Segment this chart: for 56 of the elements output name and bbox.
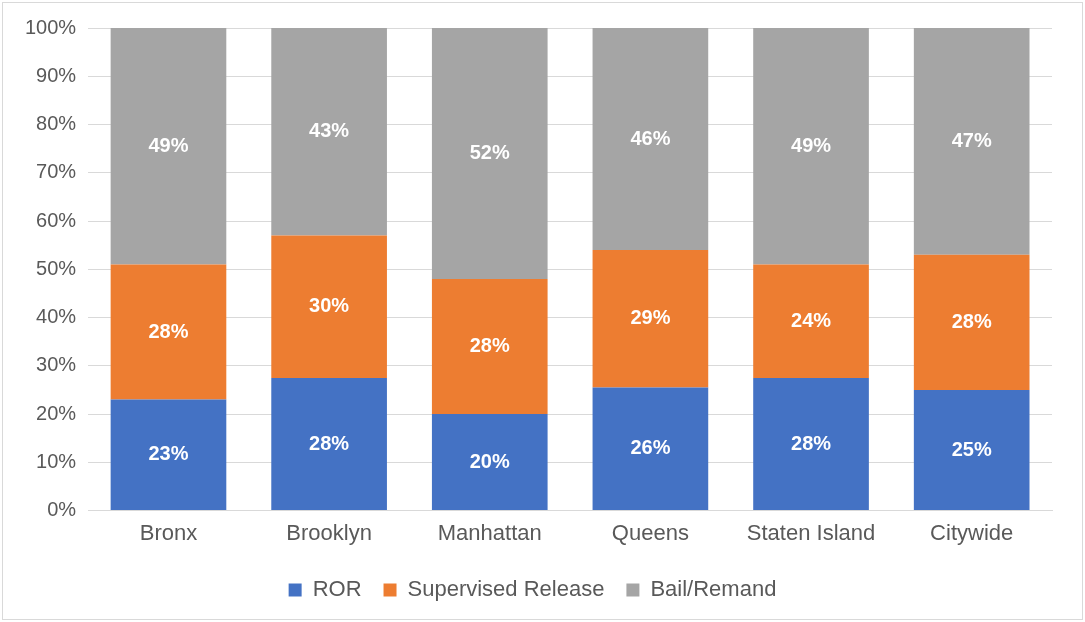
data-label: 52%: [469, 140, 510, 163]
bar: [110, 28, 227, 265]
bar: [431, 28, 548, 279]
legend-label: ROR: [312, 576, 362, 602]
y-tick-label: 30%: [36, 353, 77, 376]
data-label: 28%: [951, 309, 992, 332]
y-tick-label: 40%: [36, 305, 77, 328]
y-tick-label: 50%: [36, 256, 77, 279]
data-label: 24%: [791, 308, 832, 331]
bar: [431, 278, 548, 415]
data-label: 46%: [630, 126, 671, 149]
x-tick-label: Staten Island: [746, 519, 876, 545]
y-tick-label: 90%: [36, 63, 77, 86]
data-label: 28%: [469, 334, 510, 357]
data-label: 30%: [309, 294, 350, 317]
data-label: 49%: [148, 133, 189, 156]
legend-label: Bail/Remand: [650, 576, 777, 602]
y-tick-label: 100%: [25, 15, 77, 38]
bar: [271, 28, 387, 236]
bar: [110, 399, 227, 511]
legend-label: Supervised Release: [407, 576, 605, 602]
data-label: 28%: [791, 431, 832, 454]
bar: [913, 254, 1030, 390]
bar: [110, 264, 227, 400]
data-label: 29%: [630, 306, 671, 329]
y-tick-label: 70%: [36, 160, 77, 183]
x-tick-label: Queens: [611, 519, 689, 545]
y-tick-label: 10%: [36, 449, 77, 472]
data-label: 47%: [951, 128, 992, 151]
x-tick-label: Brooklyn: [286, 519, 372, 545]
bar: [753, 28, 869, 265]
x-tick-label: Bronx: [139, 519, 198, 545]
bar: [913, 28, 1030, 255]
y-tick-label: 0%: [47, 498, 77, 521]
data-label: 49%: [791, 133, 832, 156]
y-tick-label: 80%: [36, 112, 77, 135]
data-label: 26%: [630, 436, 671, 459]
data-label: 20%: [469, 449, 510, 472]
data-label: 28%: [148, 319, 189, 342]
y-tick-label: 60%: [36, 208, 77, 231]
bar: [271, 235, 387, 378]
bar: [431, 414, 548, 511]
y-tick-label: 20%: [36, 401, 77, 424]
data-label: 25%: [951, 437, 992, 460]
bar: [753, 264, 869, 378]
bar: [753, 377, 869, 511]
x-tick-label: Manhattan: [437, 519, 542, 545]
data-label: 43%: [309, 119, 350, 142]
bar: [592, 28, 709, 250]
data-label: 28%: [309, 431, 350, 454]
bar: [271, 377, 387, 511]
bar: [592, 387, 709, 511]
bar: [592, 250, 709, 388]
bar: [913, 389, 1030, 511]
x-tick-label: Citywide: [930, 519, 1014, 545]
data-label: 23%: [148, 442, 189, 465]
